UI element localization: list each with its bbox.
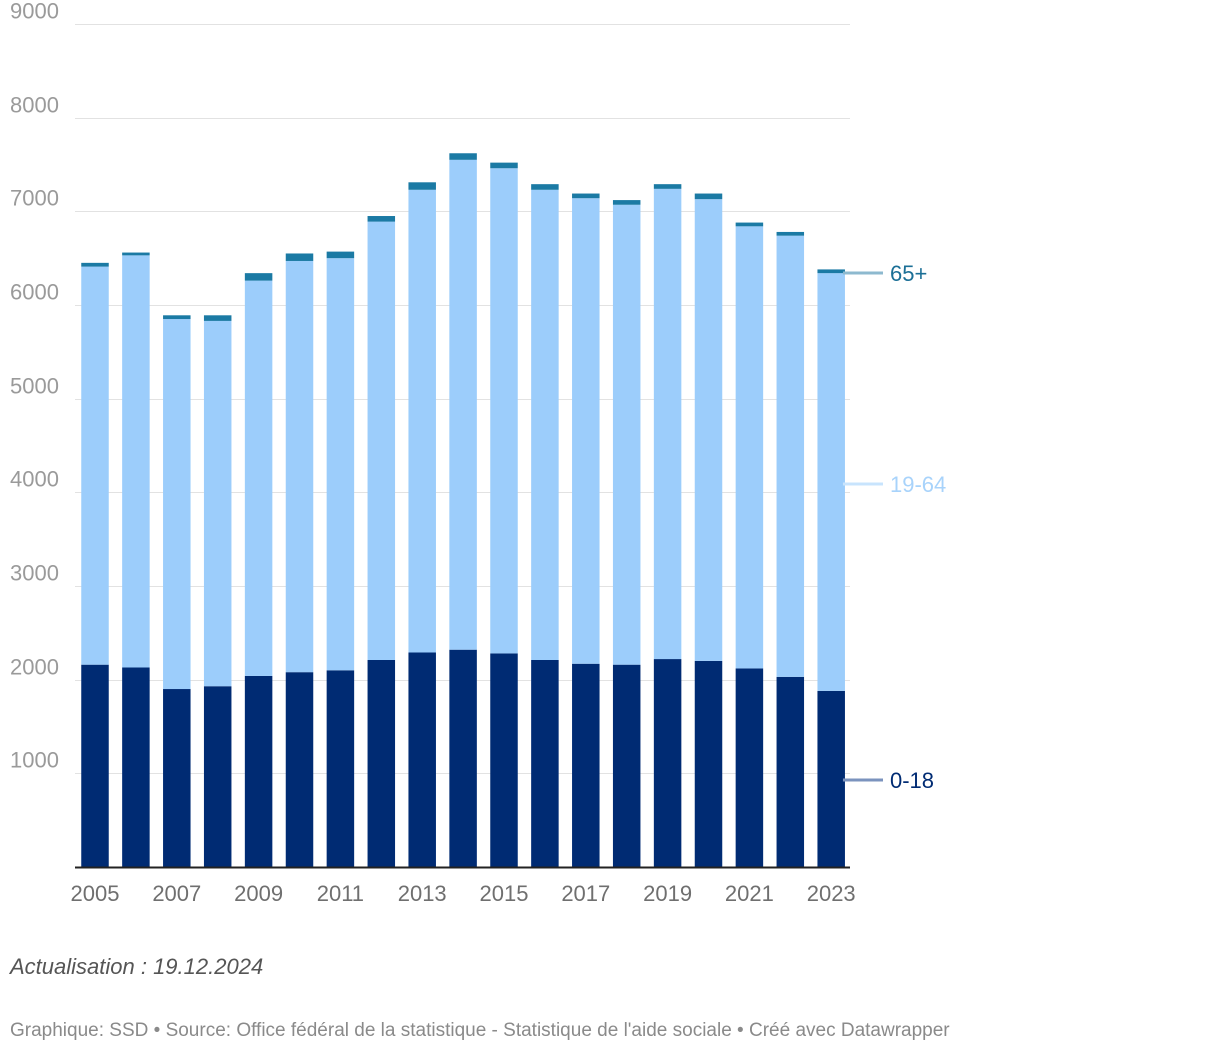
bar-65+-2019: [653, 184, 682, 189]
stacked-bar-chart: 1000 2000 3000 4000 5000 6000 7000 8000 9000 200…: [10, 0, 946, 906]
bar-65+-2021: [735, 222, 764, 227]
bar-19-64-2023: [817, 273, 845, 691]
x-tick-label: 2019: [643, 881, 692, 906]
bar-0-18-2015: [490, 653, 518, 867]
y-tick-label: 4000: [10, 467, 59, 492]
series-labels: 0-18 19-64 65+: [842, 261, 946, 793]
bar-19-64-2010: [285, 260, 314, 673]
bar-65+-2020: [694, 193, 723, 200]
bar-65+-2006: [122, 252, 150, 256]
y-tick-label: 2000: [10, 655, 59, 680]
bar-65+-2005: [81, 262, 109, 267]
y-tick-label: 7000: [10, 186, 59, 211]
bar-65+-2013: [408, 182, 436, 190]
bar-0-18-2012: [367, 660, 396, 867]
x-tick-label: 2011: [317, 881, 364, 906]
bar-19-64-2013: [408, 189, 436, 653]
bar-65+-2014: [449, 153, 477, 160]
series-label: 0-18: [890, 768, 934, 793]
bar-0-18-2020: [694, 660, 723, 867]
y-axis-tick-labels: 1000 2000 3000 4000 5000 6000 7000 8000 9000: [10, 0, 59, 773]
credits: Graphique: SSD • Source: Office fédéral …: [10, 1020, 950, 1041]
series-label: 19-64: [890, 472, 946, 497]
x-tick-label: 2017: [561, 881, 610, 906]
y-tick-label: 1000: [10, 748, 59, 773]
x-tick-label: 2005: [71, 881, 120, 906]
y-tick-label: 8000: [10, 93, 59, 118]
bar-0-18-2021: [735, 668, 764, 867]
y-tick-label: 5000: [10, 374, 59, 399]
bar-0-18-2013: [408, 652, 436, 867]
bar-19-64-2021: [735, 226, 764, 669]
bar-65+-2007: [163, 315, 191, 320]
series-label: 65+: [890, 261, 927, 286]
y-tick-label: 3000: [10, 561, 59, 586]
bar-19-64-2006: [122, 255, 150, 668]
x-tick-label: 2021: [725, 881, 774, 906]
y-tick-label: 9000: [10, 0, 59, 24]
x-tick-label: 2015: [480, 881, 529, 906]
x-tick-label: 2023: [807, 881, 856, 906]
bar-0-18-2010: [285, 672, 314, 867]
bar-19-64-2007: [163, 319, 191, 690]
bar-65+-2023: [817, 269, 845, 274]
bar-0-18-2014: [449, 649, 477, 867]
bar-19-64-2012: [367, 221, 396, 660]
bar-19-64-2017: [572, 198, 600, 664]
bar-0-18-2022: [776, 676, 805, 867]
y-tick-label: 6000: [10, 280, 59, 305]
bar-19-64-2018: [612, 204, 641, 665]
bar-65+-2008: [203, 315, 232, 321]
bar-65+-2022: [776, 231, 805, 236]
bar-65+-2011: [326, 251, 355, 259]
bars: [81, 153, 845, 867]
bar-0-18-2011: [326, 670, 355, 867]
x-tick-label: 2009: [234, 881, 283, 906]
bar-0-18-2005: [81, 664, 109, 867]
bar-19-64-2019: [653, 188, 682, 660]
bar-19-64-2005: [81, 266, 109, 665]
bar-19-64-2016: [531, 189, 559, 661]
bar-0-18-2016: [531, 660, 559, 867]
bar-19-64-2011: [326, 258, 355, 671]
bar-65+-2017: [572, 193, 600, 199]
bar-65+-2009: [244, 273, 273, 281]
update-note: Actualisation : 19.12.2024: [10, 954, 264, 979]
bar-19-64-2008: [203, 320, 232, 687]
bar-0-18-2018: [612, 664, 641, 867]
bar-0-18-2008: [203, 686, 232, 867]
bar-0-18-2019: [653, 659, 682, 867]
bar-19-64-2022: [776, 235, 805, 677]
bar-0-18-2006: [122, 667, 150, 867]
x-tick-label: 2007: [152, 881, 201, 906]
x-axis-tick-labels: 2005 2007 2009 2011 2013 2015 2017 2019 2021 2023: [71, 881, 856, 906]
bar-65+-2018: [612, 200, 641, 205]
bar-65+-2016: [531, 184, 559, 190]
bar-0-18-2017: [572, 663, 600, 867]
bar-19-64-2015: [490, 168, 518, 654]
bar-19-64-2014: [449, 159, 477, 650]
bar-19-64-2009: [244, 280, 273, 676]
bar-65+-2015: [490, 162, 518, 169]
bar-65+-2010: [285, 253, 314, 261]
bar-65+-2012: [367, 216, 396, 222]
bar-0-18-2009: [244, 675, 273, 867]
x-tick-label: 2013: [398, 881, 447, 906]
bar-19-64-2020: [694, 199, 723, 661]
bar-0-18-2007: [163, 689, 191, 867]
bar-0-18-2023: [817, 690, 845, 867]
